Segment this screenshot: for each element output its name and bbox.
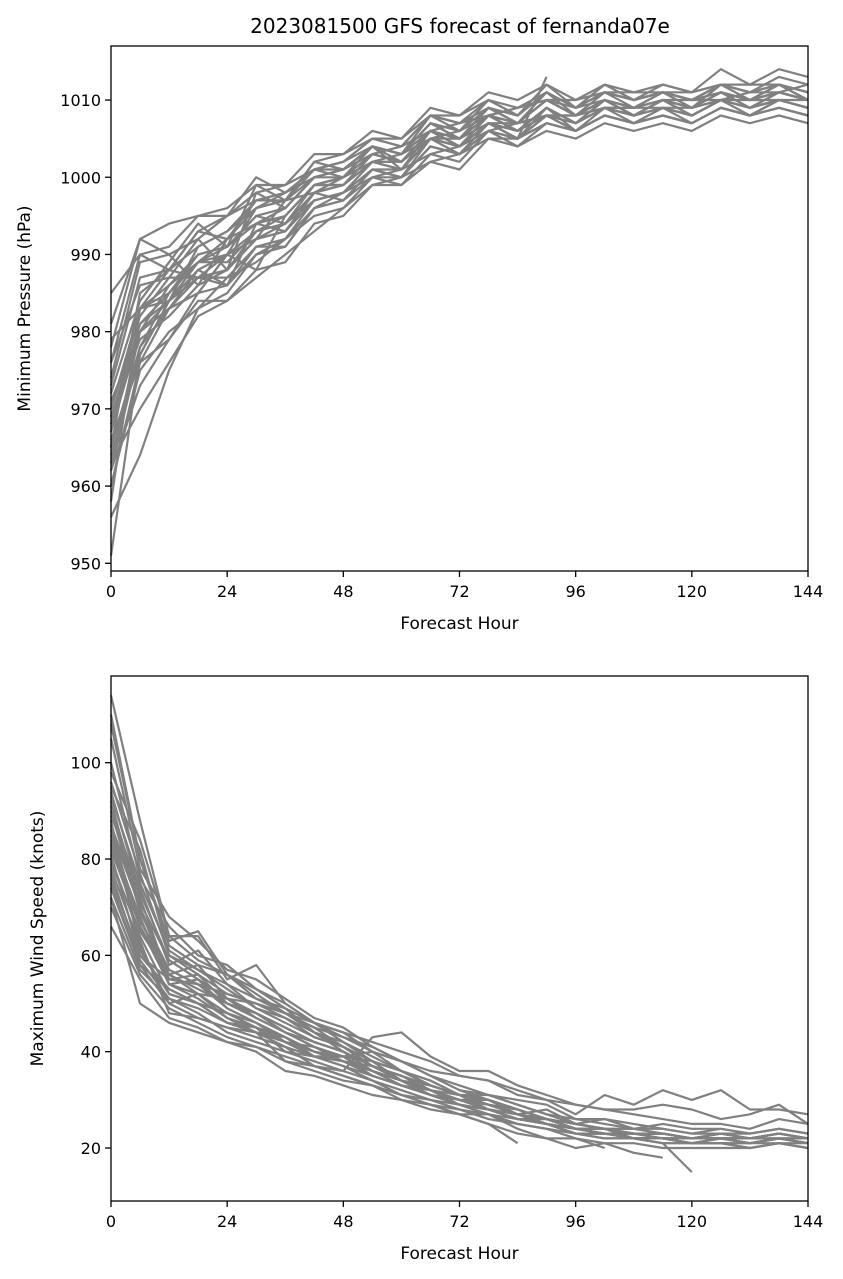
pressure-series-line-16 <box>110 98 809 518</box>
pressure-x-tick-label: 144 <box>793 582 824 601</box>
pressure-x-tick-label: 0 <box>106 582 116 601</box>
wind-series-line-32 <box>109 829 519 1145</box>
pressure-x-tick-label: 96 <box>565 582 585 601</box>
wind-series-line-4 <box>109 805 809 1145</box>
pressure-y-tick-label: 1010 <box>60 91 101 110</box>
pressure-series-line-7 <box>109 83 809 379</box>
pressure-series-line-30 <box>109 98 809 464</box>
pressure-y-tick-label: 1000 <box>60 168 101 187</box>
wind-y-axis-label: Maximum Wind Speed (knots) <box>28 811 48 1067</box>
pressure-series-line-0 <box>109 75 809 556</box>
wind-series-line-30 <box>109 714 693 1173</box>
pressure-y-tick-label: 970 <box>70 400 101 419</box>
wind-x-axis-label: Forecast Hour <box>400 1244 518 1264</box>
pressure-x-tick-label: 120 <box>677 582 708 601</box>
pressure-y-tick-label: 960 <box>70 477 101 496</box>
wind-x-ticks: 0 24 48 72 96 120 144 <box>106 1201 823 1231</box>
pressure-series-line-29 <box>109 91 809 410</box>
wind-series-group <box>109 695 809 1173</box>
wind-series-line-13 <box>109 897 808 1145</box>
pressure-y-ticks: 950 960 970 980 990 1000 1010 <box>60 91 111 573</box>
pressure-x-tick-label: 48 <box>333 582 353 601</box>
wind-series-line-18 <box>109 796 808 1140</box>
wind-series-line-16 <box>109 738 809 1135</box>
pressure-series-line-8 <box>109 91 809 363</box>
wind-series-line-27 <box>109 810 809 1135</box>
wind-series-line-31 <box>109 791 663 1159</box>
chart-title: 2023081500 GFS forecast of fernanda07e <box>250 14 670 38</box>
pressure-series-line-23 <box>109 114 809 471</box>
wind-plot-frame <box>110 675 809 1202</box>
wind-y-tick-label: 80 <box>81 850 101 869</box>
pressure-x-ticks: 0 24 48 72 96 120 144 <box>106 571 823 601</box>
wind-y-tick-label: 40 <box>81 1043 101 1062</box>
pressure-series-line-14 <box>109 91 809 441</box>
wind-x-tick-label: 0 <box>106 1212 116 1231</box>
wind-x-tick-label: 24 <box>217 1212 237 1231</box>
pressure-series-line-21 <box>109 106 809 402</box>
pressure-series-line-25 <box>110 98 808 341</box>
pressure-x-tick-label: 72 <box>449 582 469 601</box>
wind-y-tick-label: 100 <box>70 754 101 773</box>
wind-x-tick-label: 120 <box>677 1212 708 1231</box>
wind-series-line-21 <box>109 844 809 1145</box>
wind-x-tick-label: 72 <box>449 1212 469 1231</box>
wind-series-line-23 <box>109 820 809 1130</box>
pressure-panel: 0 24 48 72 96 120 144 95096097098099010001010 … <box>15 45 823 634</box>
wind-series-line-29 <box>109 853 809 1140</box>
wind-series-line-14 <box>109 906 809 1150</box>
pressure-y-axis-label: Minimum Pressure (hPa) <box>15 205 35 411</box>
pressure-series-line-28 <box>109 98 809 425</box>
pressure-series-line-19 <box>109 98 809 433</box>
wind-series-line-22 <box>109 863 809 1145</box>
wind-y-ticks: 20 40 60 80 100 <box>70 754 111 1158</box>
wind-y-tick-label: 60 <box>81 946 101 965</box>
pressure-y-tick-label: 990 <box>70 245 101 264</box>
wind-x-tick-label: 144 <box>793 1212 824 1231</box>
pressure-y-tick-label: 980 <box>70 323 101 342</box>
wind-x-tick-label: 96 <box>565 1212 585 1231</box>
pressure-series-group <box>109 68 809 556</box>
wind-panel: 0 24 48 72 96 120 144 20 40 60 80 100 Forecast Hou… <box>28 675 823 1264</box>
pressure-series-line-12 <box>109 98 809 487</box>
pressure-series-line-17 <box>109 83 809 386</box>
pressure-x-axis-label: Forecast Hour <box>400 614 518 634</box>
pressure-series-line-5 <box>109 83 809 410</box>
wind-y-tick-label: 20 <box>81 1139 101 1158</box>
wind-series-line-33 <box>109 897 606 1150</box>
pressure-series-line-15 <box>109 91 809 417</box>
wind-x-tick-label: 48 <box>333 1212 353 1231</box>
wind-series-line-6 <box>109 829 808 1140</box>
pressure-x-tick-label: 24 <box>217 582 237 601</box>
pressure-y-tick-label: 950 <box>70 554 101 573</box>
